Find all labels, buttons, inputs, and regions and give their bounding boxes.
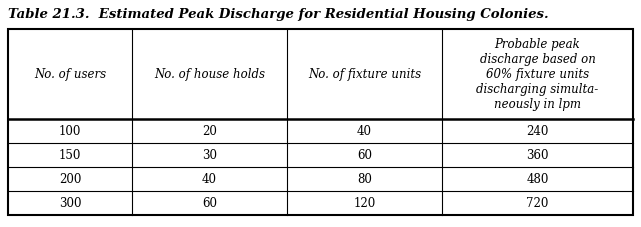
Text: 100: 100: [59, 125, 81, 138]
Bar: [8, 30, 633, 215]
Text: 80: 80: [357, 173, 372, 186]
Text: 20: 20: [202, 125, 217, 138]
Text: 40: 40: [357, 125, 372, 138]
Text: 60: 60: [202, 197, 217, 210]
Text: No. of users: No. of users: [34, 68, 106, 81]
Text: 720: 720: [526, 197, 549, 210]
Text: Table 21.3.  Estimated Peak Discharge for Residential Housing Colonies.: Table 21.3. Estimated Peak Discharge for…: [8, 8, 549, 21]
Text: 60: 60: [357, 149, 372, 162]
Text: 150: 150: [59, 149, 81, 162]
Text: 480: 480: [526, 173, 549, 186]
Text: 30: 30: [202, 149, 217, 162]
Text: Probable peak
discharge based on
60% fixture units
discharging simulta-
neously : Probable peak discharge based on 60% fix…: [476, 38, 599, 111]
Text: No. of house holds: No. of house holds: [154, 68, 265, 81]
Text: 40: 40: [202, 173, 217, 186]
Text: 240: 240: [526, 125, 549, 138]
Text: 300: 300: [59, 197, 81, 210]
Text: 200: 200: [59, 173, 81, 186]
Text: No. of fixture units: No. of fixture units: [308, 68, 421, 81]
Text: 120: 120: [353, 197, 376, 210]
Text: 360: 360: [526, 149, 549, 162]
